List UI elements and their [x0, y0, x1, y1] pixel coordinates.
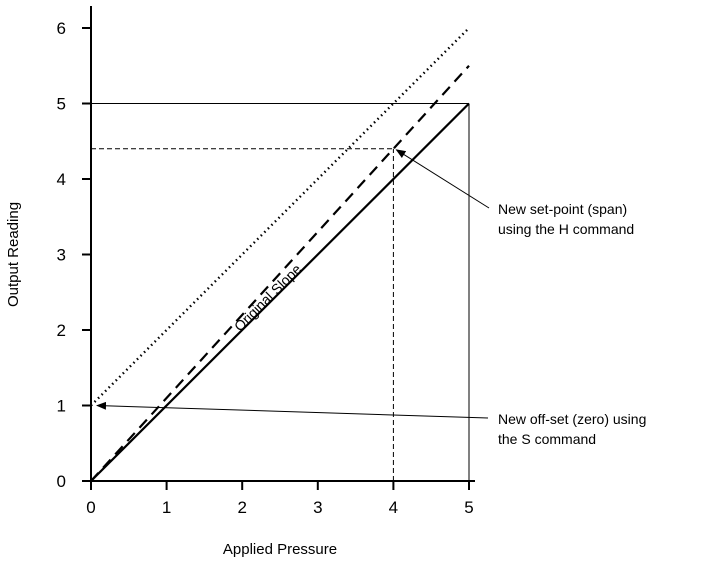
- x-tick-label-0: 0: [86, 498, 95, 517]
- x-tick-label-2: 2: [237, 498, 246, 517]
- annotation-off-set-line-2: the S command: [498, 431, 596, 447]
- plot-area: [90, 6, 490, 482]
- x-tick-label-5: 5: [464, 498, 473, 517]
- annotation-set-point: New set-point (span) using the H command: [498, 201, 634, 237]
- annotation-off-set-line-1: New off-set (zero) using: [498, 411, 646, 427]
- series-line-dashed: [90, 65, 470, 482]
- y-tick-label-2: 2: [57, 321, 66, 340]
- x-axis-title: Applied Pressure: [223, 541, 337, 558]
- y-tick-label-1: 1: [57, 397, 66, 416]
- annotation-arrow-set-point: [395, 149, 490, 209]
- y-axis-title: Output Reading: [5, 202, 22, 307]
- annotation-set-point-line-2: using the H command: [498, 221, 634, 237]
- y-tick-label-5: 5: [57, 95, 66, 114]
- y-tick-label-6: 6: [57, 19, 66, 38]
- annotation-set-point-line-1: New set-point (span): [498, 201, 627, 217]
- x-tick-label-4: 4: [389, 498, 398, 517]
- series-line-dotted: [90, 27, 470, 407]
- x-tick-label-1: 1: [162, 498, 171, 517]
- y-tick-label-0: 0: [57, 472, 66, 491]
- annotation-arrow-off-set: [96, 401, 489, 419]
- series-label-original-slope: Original Slope: [231, 261, 305, 335]
- x-tick-label-3: 3: [313, 498, 322, 517]
- y-tick-label-4: 4: [57, 170, 66, 189]
- ticks: 0 1 2 3 4 5 0 1 2 3 4 5 6: [57, 19, 474, 517]
- series-line-original-slope: [90, 102, 470, 482]
- annotation-off-set: New off-set (zero) using the S command: [498, 411, 650, 447]
- y-tick-label-3: 3: [57, 246, 66, 265]
